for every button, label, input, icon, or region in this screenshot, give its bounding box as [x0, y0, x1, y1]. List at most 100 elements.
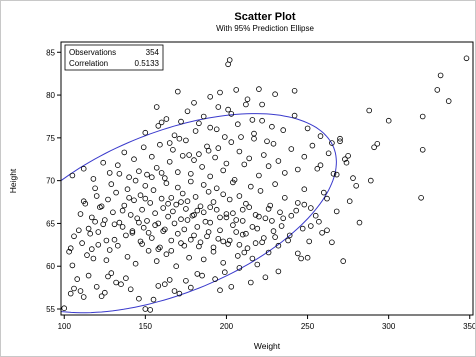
data-point: [226, 57, 233, 63]
data-point: [103, 237, 110, 244]
data-point: [145, 248, 152, 254]
data-point: [71, 233, 77, 240]
data-point: [330, 171, 337, 177]
data-point: [212, 276, 218, 282]
data-point: [163, 180, 170, 187]
data-point: [291, 112, 298, 119]
data-point: [272, 234, 278, 240]
data-point: [239, 206, 246, 213]
data-point: [158, 170, 165, 176]
x-tick-label: 250: [301, 322, 315, 331]
data-point: [213, 126, 220, 133]
data-point: [257, 188, 264, 194]
data-point: [191, 232, 197, 239]
data-point: [256, 172, 262, 179]
data-point: [162, 281, 168, 288]
data-point: [199, 164, 205, 170]
data-point: [106, 247, 113, 253]
prediction-ellipse-layer: [61, 113, 337, 314]
data-point: [191, 212, 197, 218]
data-point: [220, 167, 227, 174]
data-point: [181, 226, 188, 233]
x-tick-label: 350: [463, 322, 475, 331]
data-point: [280, 127, 287, 133]
data-point: [291, 88, 298, 94]
data-point: [171, 220, 178, 227]
data-point: [79, 240, 85, 246]
data-point: [269, 123, 275, 130]
data-point: [320, 189, 327, 196]
data-point: [69, 262, 76, 269]
data-point: [463, 55, 470, 62]
data-point: [215, 104, 222, 110]
data-point: [179, 153, 186, 159]
data-point: [340, 258, 347, 264]
data-point: [243, 230, 249, 237]
data-point: [184, 217, 191, 223]
data-point: [220, 191, 227, 198]
data-point: [196, 120, 202, 127]
data-point: [176, 290, 183, 297]
data-point: [139, 206, 145, 213]
data-point: [244, 96, 251, 103]
data-point: [183, 277, 189, 284]
data-point: [166, 159, 173, 165]
data-point: [95, 242, 102, 248]
data-point: [77, 288, 84, 294]
chart-title: Scatter Plot: [234, 11, 295, 23]
data-point: [100, 159, 106, 166]
data-point: [92, 185, 98, 192]
data-point: [171, 132, 178, 139]
y-tick-label: 65: [46, 219, 55, 228]
data-point: [342, 156, 348, 163]
data-point: [223, 211, 230, 217]
data-point: [136, 168, 142, 175]
data-point: [126, 174, 132, 181]
data-point: [153, 258, 160, 264]
data-point: [225, 106, 231, 113]
data-point: [192, 128, 199, 134]
data-point: [119, 207, 126, 214]
data-point: [333, 208, 340, 215]
data-point: [152, 222, 158, 228]
data-point: [210, 244, 217, 251]
data-point: [324, 195, 330, 202]
data-point: [317, 162, 324, 169]
data-point: [178, 240, 184, 246]
data-point: [233, 87, 240, 93]
data-point: [194, 224, 201, 230]
data-point: [252, 212, 259, 218]
data-point: [149, 235, 155, 241]
data-point: [186, 152, 192, 158]
data-point: [131, 197, 137, 204]
data-point: [207, 219, 214, 226]
y-axis: 55 60 65 70 75 80 85: [46, 48, 61, 314]
data-point: [249, 224, 256, 230]
data-point: [197, 203, 204, 210]
y-axis-label: Height: [8, 168, 18, 193]
data-point: [215, 145, 222, 151]
data-point: [124, 186, 131, 193]
data-point: [170, 147, 176, 153]
data-point: [269, 218, 275, 224]
data-point: [132, 177, 139, 184]
y-tick-label: 75: [46, 134, 55, 143]
data-point: [123, 275, 129, 282]
data-point: [188, 178, 194, 185]
data-point: [301, 201, 308, 208]
data-point: [131, 156, 137, 163]
data-point: [136, 295, 142, 302]
data-point: [144, 171, 150, 178]
data-point: [212, 154, 218, 161]
data-point: [115, 242, 121, 249]
data-point: [119, 224, 126, 230]
data-point: [225, 241, 231, 247]
data-point: [217, 287, 223, 294]
data-point: [155, 220, 162, 227]
data-point: [256, 213, 262, 220]
data-point: [142, 129, 149, 136]
data-point: [163, 116, 170, 122]
data-point: [259, 117, 265, 124]
data-point: [275, 158, 282, 164]
